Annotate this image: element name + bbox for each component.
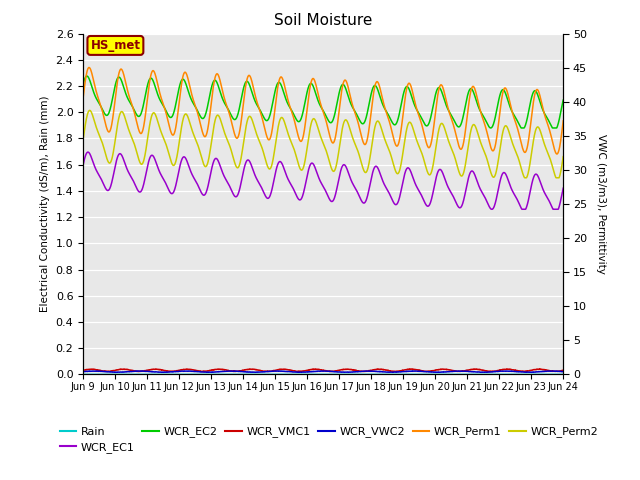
Y-axis label: VWC (m3/m3), Permittivity: VWC (m3/m3), Permittivity [596,134,607,274]
Y-axis label: Electrical Conductivity (dS/m), Rain (mm): Electrical Conductivity (dS/m), Rain (mm… [40,96,50,312]
Legend: Rain, WCR_EC1, WCR_EC2, WCR_VMC1, WCR_VWC2, WCR_Perm1, WCR_Perm2: Rain, WCR_EC1, WCR_EC2, WCR_VMC1, WCR_VW… [55,422,603,457]
Text: HS_met: HS_met [90,39,140,52]
Title: Soil Moisture: Soil Moisture [274,13,372,28]
